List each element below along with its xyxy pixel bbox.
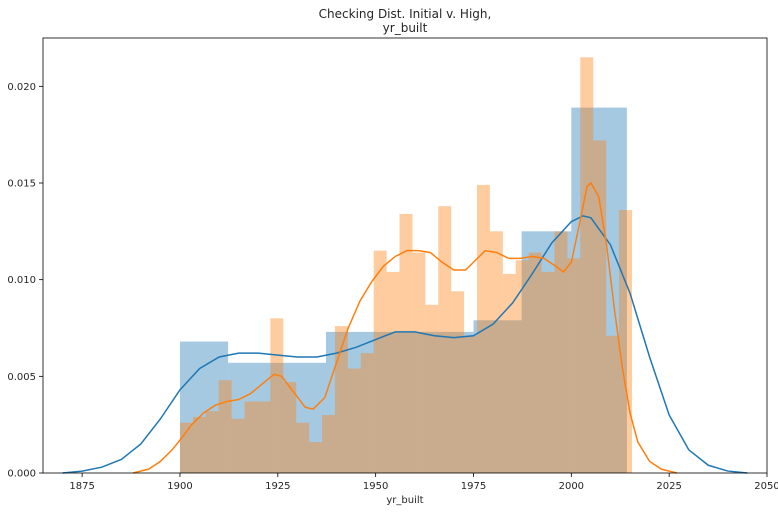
x-tick-label: 2000 [559,481,584,492]
hist-bar-series2-9 [283,382,297,473]
bars-layer [179,57,632,473]
hist-bar-series2-10 [296,422,310,473]
hist-bar-series2-22 [451,291,465,473]
y-tick-label: 0.015 [7,179,36,190]
hist-bar-series2-8 [270,318,284,473]
hist-bar-series2-25 [489,231,503,473]
y-tick-label: 0.000 [7,469,36,480]
hist-bar-series1-5 [375,331,424,473]
hist-bar-series2-30 [554,231,568,473]
hist-bar-series2-21 [438,206,452,473]
hist-bar-series2-2 [192,416,206,473]
y-tick-label: 0.020 [7,82,36,93]
x-tick-label: 1925 [265,481,290,492]
hist-bar-series2-19 [412,252,426,473]
x-tick-label: 1975 [461,481,486,492]
kde-layer [62,181,748,474]
hist-bar-series2-7 [257,401,271,473]
hist-bar-series2-23 [464,335,477,473]
axes-layer: 1875 1900 1925 1950 1975 2000 2025 2050 0.000 0.0… [7,37,778,492]
hist-bar-series2-35 [619,210,632,473]
hist-bar-series2-34 [606,335,620,473]
hist-bar-series2-13 [334,326,348,473]
y-tick-label: 0.005 [7,372,36,383]
hist-bar-series1-2 [228,362,278,473]
hist-bar-series2-12 [322,415,335,473]
hist-bar-series2-28 [528,252,542,473]
hist-bar-series2-16 [373,250,387,473]
hist-bar-series2-27 [515,260,529,473]
plot-frame [42,37,768,474]
chart-title-line2: yr_built [383,21,428,35]
x-tick-label: 2025 [656,481,681,492]
hist-bar-series2-26 [502,273,516,473]
chart-title-line1: Checking Dist. Initial v. High, [319,7,492,21]
hist-bar-series2-14 [347,368,361,473]
hist-bar-series2-31 [567,258,581,473]
hist-bar-series2-20 [425,304,439,473]
hist-bar-series1-4 [325,331,376,473]
hist-bar-series2-15 [360,353,374,473]
kde-line-series1 [62,215,748,474]
hist-bar-series2-1 [179,422,193,473]
x-tick-label: 1950 [363,481,388,492]
hist-bar-series2-18 [399,213,413,473]
hist-bar-series2-17 [386,271,400,473]
hist-bar-series2-3 [205,411,219,473]
hist-bar-series2-32 [580,57,594,473]
kde-line-series2 [132,181,678,474]
x-tick-label: 1875 [69,481,94,492]
x-tick-label: 2050 [754,481,778,492]
hist-bar-series2-29 [541,271,555,473]
x-axis-label: yr_built [386,495,423,506]
hist-bar-series1-1 [179,341,229,473]
hist-bar-series2-4 [218,380,232,473]
hist-bar-series2-6 [244,401,258,473]
hist-bar-series1-7 [473,320,522,473]
hist-bar-series1-9 [571,107,627,473]
hist-bar-series1-6 [423,331,474,473]
hist-bar-series2-11 [309,442,323,473]
y-tick-label: 0.010 [7,275,36,286]
x-tick-label: 1900 [167,481,192,492]
hist-bar-series2-5 [231,418,245,473]
